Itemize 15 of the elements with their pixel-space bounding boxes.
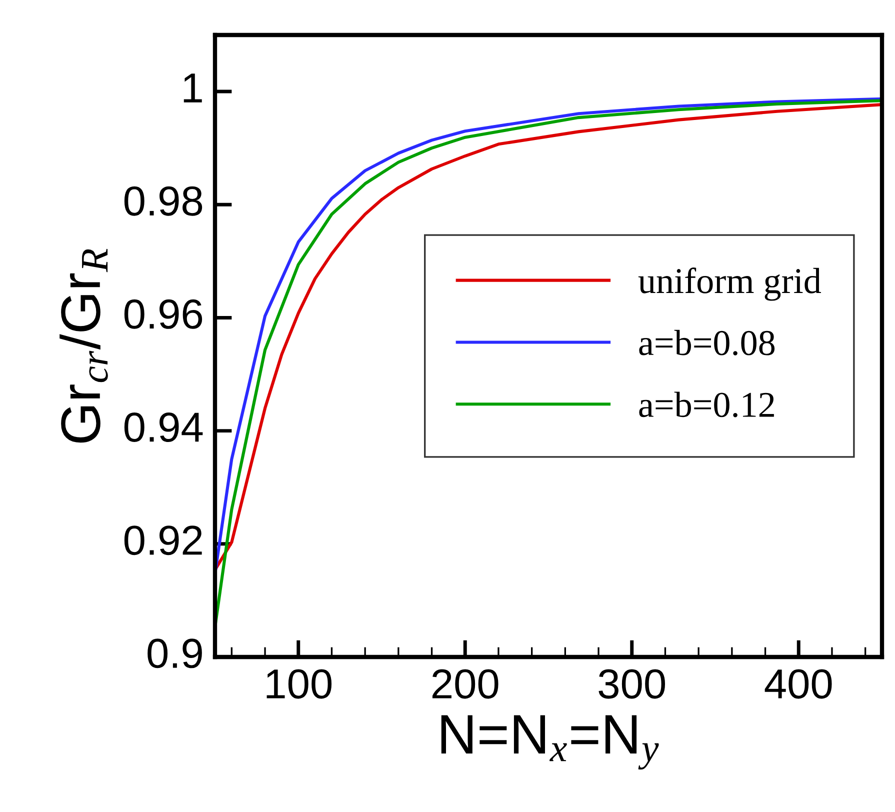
y-tick-label: 0.9: [148, 638, 202, 668]
x-tick-label: 300: [598, 669, 666, 699]
x-tick-label: 400: [764, 669, 832, 699]
x-tick-label: 200: [432, 669, 498, 699]
legend-label: a=b=0.12: [639, 392, 774, 418]
y-axis-title: Gr$_{cr}$/Gr$_{R}$: [60, 248, 108, 443]
x-tick-label: 100: [266, 669, 332, 699]
y-tick-label: 0.92: [124, 526, 202, 556]
legend-label: uniform grid: [638, 268, 822, 301]
y-tick-label: 0.98: [124, 186, 202, 216]
y-tick-label: 1: [184, 74, 202, 102]
y-tick-label: 0.94: [124, 412, 203, 442]
legend-label: a=b=0.08: [639, 330, 775, 356]
y-tick-label: 0.96: [124, 299, 202, 329]
x-axis-title: N=N$_{x}$=N$_{y}$: [441, 715, 659, 770]
